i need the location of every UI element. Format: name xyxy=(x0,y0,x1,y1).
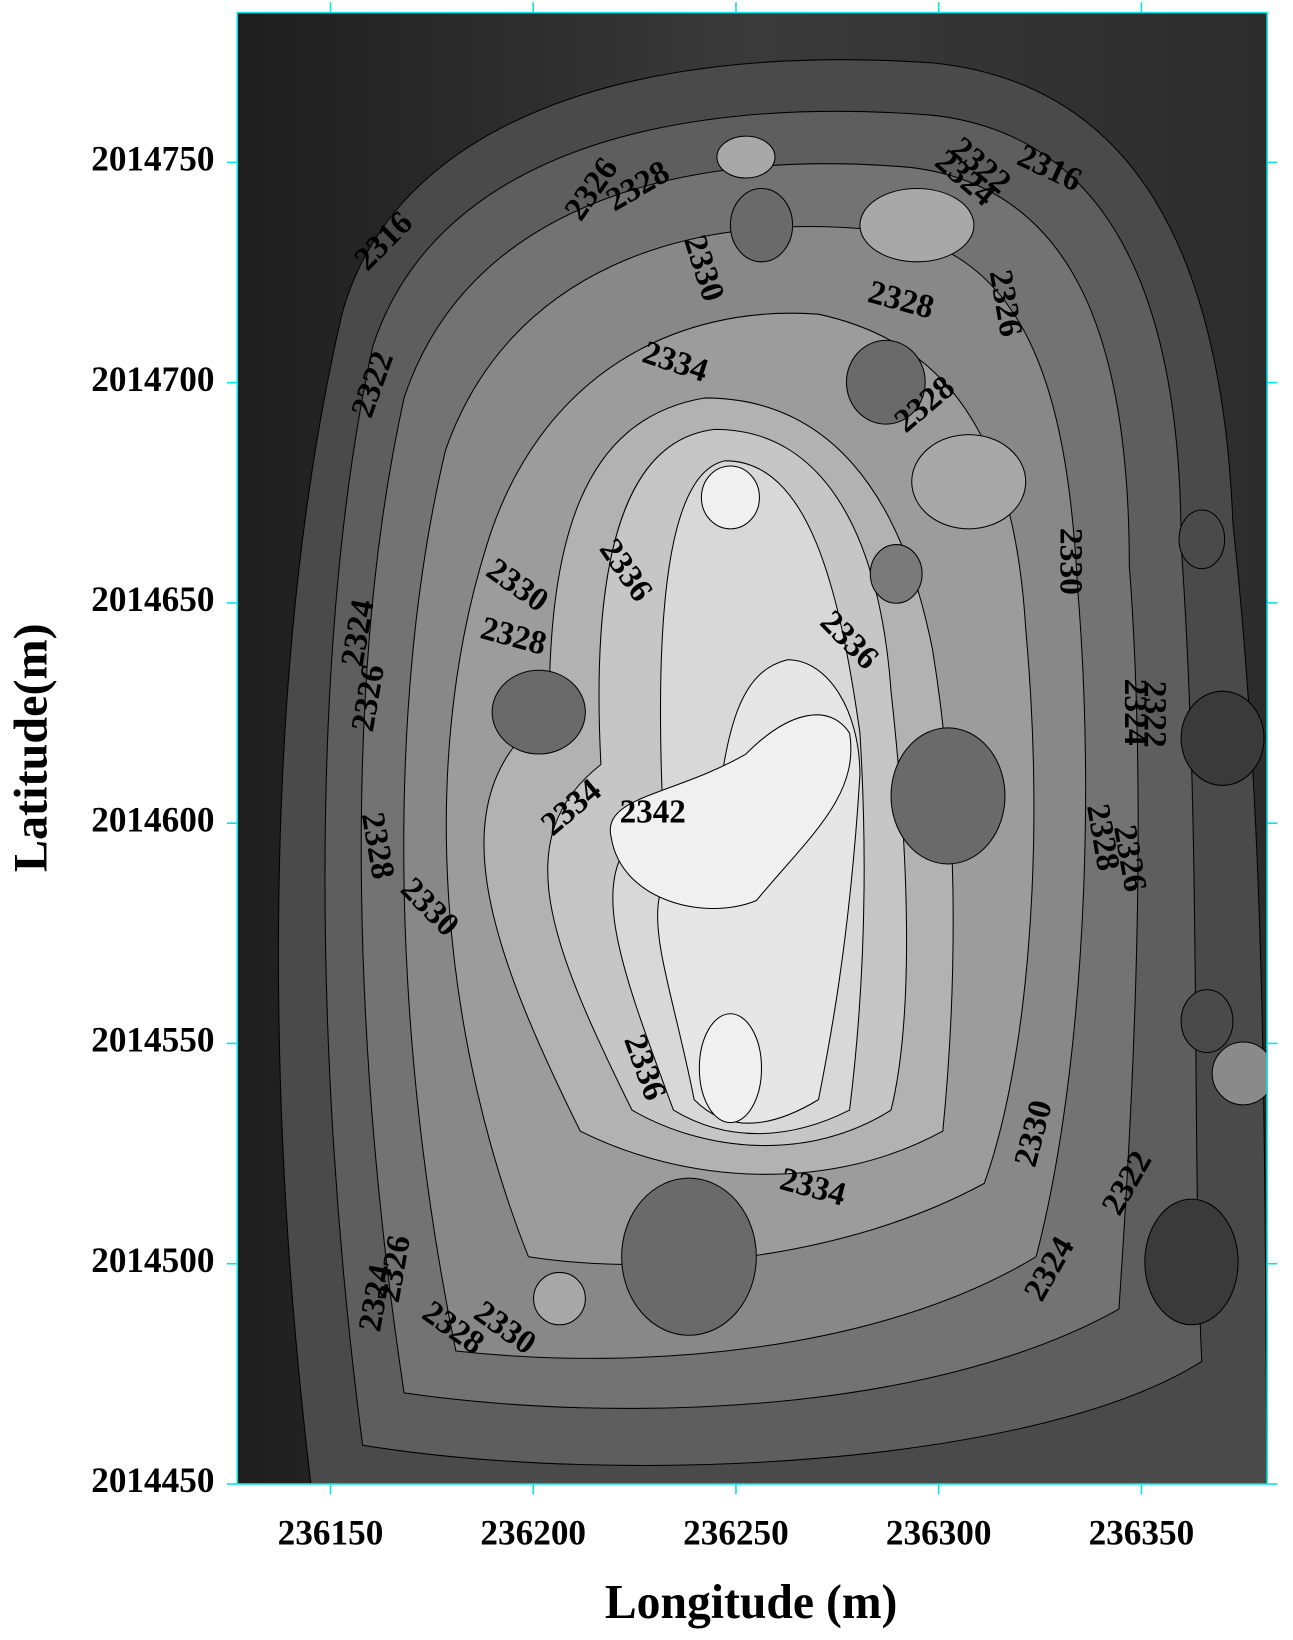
y-tick-label: 2014700 xyxy=(91,359,214,399)
contour-label: 2322 xyxy=(1137,681,1174,748)
page: Longitude (m) Latitude(m) 23162326232823… xyxy=(0,0,1293,1640)
contour-label: 2330 xyxy=(1053,528,1090,595)
x-tick-label: 236150 xyxy=(278,1513,384,1553)
y-tick-label: 2014650 xyxy=(91,579,214,619)
x-axis-label: Longitude (m) xyxy=(605,1576,898,1629)
x-tick-label: 236350 xyxy=(1089,1513,1195,1553)
y-tick-label: 2014750 xyxy=(91,138,214,178)
y-axis-label: Latitude(m) xyxy=(5,623,58,872)
y-tick-label: 2014500 xyxy=(91,1240,214,1280)
x-tick-label: 236250 xyxy=(683,1513,789,1553)
chart: Longitude (m) Latitude(m) 23162326232823… xyxy=(0,0,1293,1640)
y-tick-label: 2014600 xyxy=(91,799,214,839)
x-tick-label: 236200 xyxy=(480,1513,586,1553)
y-tick-label: 2014550 xyxy=(91,1019,214,1059)
contour-label: 2342 xyxy=(620,793,686,830)
y-tick-label: 2014450 xyxy=(91,1460,214,1500)
x-tick-label: 236300 xyxy=(886,1513,992,1553)
